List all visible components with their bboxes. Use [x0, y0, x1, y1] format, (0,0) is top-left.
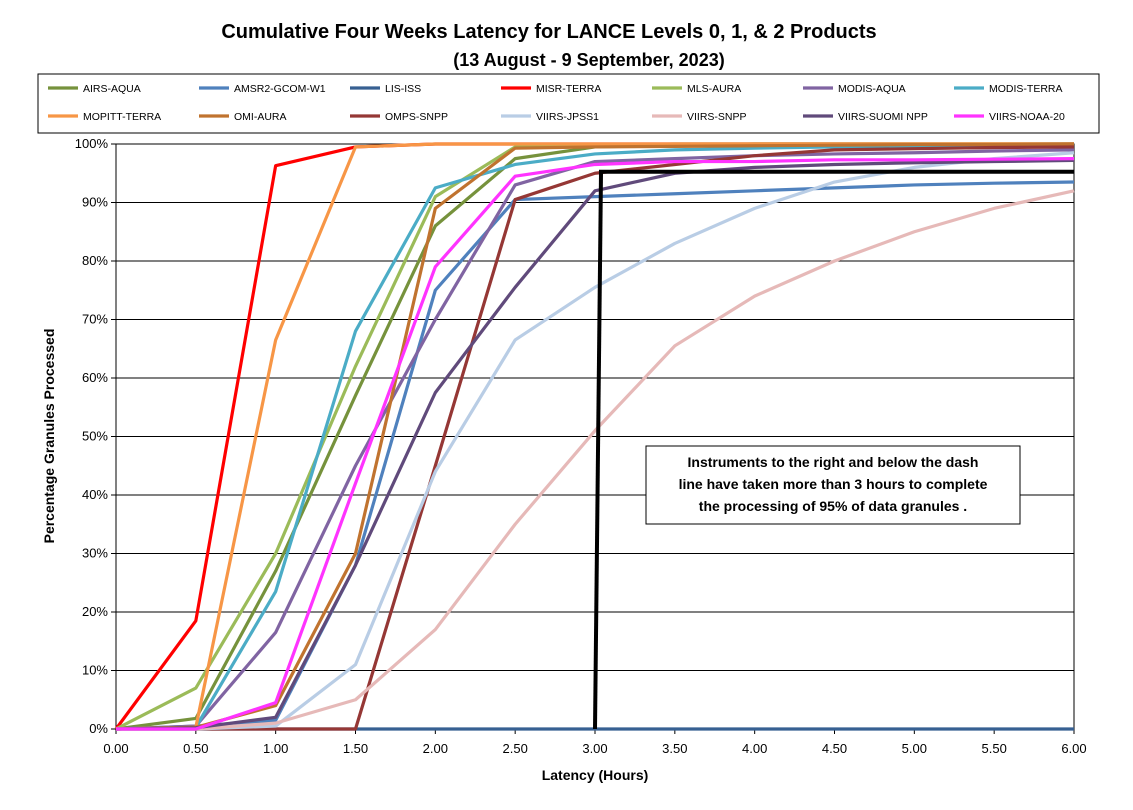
annotation-box: Instruments to the right and below the d… [645, 445, 1021, 525]
threshold-line [593, 169, 1074, 730]
y-tick-label: 0% [89, 721, 108, 736]
y-tick-label: 10% [82, 663, 108, 678]
legend-label: VIIRS-JPSS1 [536, 111, 599, 123]
y-axis: 0% 10% 20% 30% 40% 50% 60% 70% 80% 90% 100% [75, 136, 116, 736]
legend-label: VIIRS-NOAA-20 [989, 111, 1065, 123]
series-line-omi-aura [115, 142, 1075, 731]
legend-item: OMI-AURA [199, 111, 287, 123]
legend: AIRS-AQUA AMSR2-GCOM-W1 LIS-ISS MISR-TERRA M… [48, 83, 1065, 123]
x-tick-label: 2.50 [503, 741, 528, 756]
series-line-viirs-noaa-20 [116, 157, 1075, 731]
x-tick-label: 4.50 [822, 741, 847, 756]
x-tick-label: 5.00 [902, 741, 927, 756]
legend-item: MODIS-AQUA [803, 83, 906, 95]
x-tick-label: 0.00 [103, 741, 128, 756]
series-line-amsr2-gcom-w1 [115, 180, 1075, 731]
y-tick-label: 90% [82, 195, 108, 210]
y-tick-label: 80% [82, 253, 108, 268]
legend-item: MODIS-TERRA [954, 83, 1063, 95]
y-tick-label: 50% [82, 429, 108, 444]
series-lines [114, 142, 1075, 731]
gridlines [116, 202, 1074, 671]
legend-item: VIIRS-NOAA-20 [954, 111, 1065, 123]
y-tick-label: 100% [75, 136, 109, 151]
legend-item: AIRS-AQUA [48, 83, 141, 95]
legend-item: LIS-ISS [350, 83, 421, 95]
y-tick-label: 60% [82, 370, 108, 385]
threshold-vertical [593, 173, 603, 730]
y-axis-label: Percentage Granules Processed [41, 329, 57, 544]
y-tick-label: 70% [82, 312, 108, 327]
x-tick-label: 2.00 [423, 741, 448, 756]
x-tick-label: 5.50 [982, 741, 1007, 756]
legend-label: MISR-TERRA [536, 83, 601, 95]
legend-label: OMPS-SNPP [385, 111, 448, 123]
x-axis-label: Latency (Hours) [542, 767, 649, 783]
series-line-modis-terra [115, 143, 1075, 731]
x-tick-label: 1.50 [343, 741, 368, 756]
series-line-viirs-snpp [116, 189, 1075, 731]
series-line-omps-snpp [116, 145, 1075, 731]
legend-item: VIIRS-JPSS1 [501, 111, 599, 123]
annotation-line-3: the processing of 95% of data granules . [699, 498, 967, 514]
legend-label: MOPITT-TERRA [83, 111, 161, 123]
x-axis: 0.00 0.50 1.00 1.50 2.00 2.50 3.00 3.50 4.00 4.50… [103, 729, 1087, 756]
x-tick-label: 4.00 [742, 741, 767, 756]
legend-box [37, 73, 1100, 134]
chart-subtitle: (13 August - 9 September, 2023) [453, 50, 724, 70]
legend-item: OMPS-SNPP [350, 111, 448, 123]
series-line-viirs-jpss1 [116, 151, 1075, 731]
legend-label: LIS-ISS [385, 83, 421, 95]
legend-item: VIIRS-SNPP [652, 111, 747, 123]
x-tick-label: 0.50 [183, 741, 208, 756]
x-tick-label: 6.00 [1061, 741, 1086, 756]
x-tick-label: 3.00 [582, 741, 607, 756]
legend-label: MODIS-TERRA [989, 83, 1063, 95]
y-tick-label: 20% [82, 604, 108, 619]
legend-label: MODIS-AQUA [838, 83, 906, 95]
x-tick-label: 1.00 [263, 741, 288, 756]
chart-title: Cumulative Four Weeks Latency for LANCE … [221, 21, 876, 43]
y-tick-label: 30% [82, 546, 108, 561]
annotation-line-1: Instruments to the right and below the d… [688, 454, 979, 470]
series-line-modis-aqua [115, 148, 1075, 731]
legend-item: MLS-AURA [652, 83, 741, 95]
x-tick-label: 3.50 [662, 741, 687, 756]
y-tick-label: 40% [82, 487, 108, 502]
legend-item: MISR-TERRA [501, 83, 601, 95]
legend-label: AMSR2-GCOM-W1 [234, 83, 326, 95]
legend-item: AMSR2-GCOM-W1 [199, 83, 326, 95]
series-line-viirs-suomi-npp [115, 158, 1075, 731]
legend-label: VIIRS-SUOMI NPP [838, 111, 928, 123]
legend-label: MLS-AURA [687, 83, 741, 95]
legend-item: VIIRS-SUOMI NPP [803, 111, 928, 123]
annotation-line-2: line have taken more than 3 hours to com… [679, 476, 988, 492]
legend-item: MOPITT-TERRA [48, 111, 161, 123]
legend-label: VIIRS-SNPP [687, 111, 747, 123]
legend-label: OMI-AURA [234, 111, 287, 123]
legend-label: AIRS-AQUA [83, 83, 141, 95]
